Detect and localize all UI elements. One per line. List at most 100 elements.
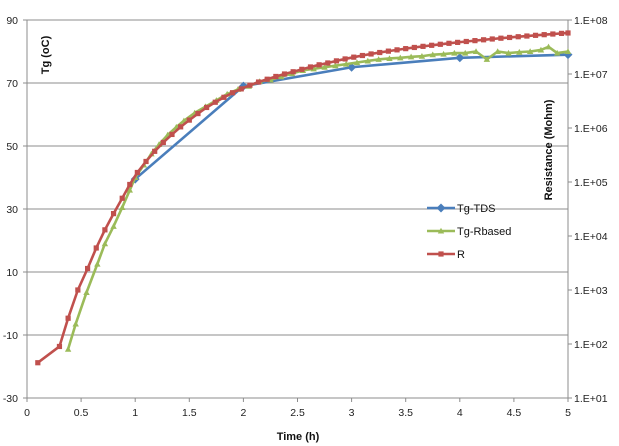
- y2-tick-label: 1.E+04: [574, 231, 608, 243]
- data-point-tg-rbased: [64, 345, 72, 352]
- data-point-tg-rbased: [119, 204, 126, 210]
- data-point-r: [429, 42, 435, 48]
- x-tick-label: 0.5: [74, 407, 89, 419]
- data-point-tg-rbased: [353, 59, 361, 66]
- data-point-tg-rbased: [364, 57, 372, 64]
- data-point-r: [472, 38, 478, 44]
- x-tick-label: 4.5: [507, 407, 522, 419]
- data-point-r: [437, 41, 443, 47]
- data-point-tg-rbased: [451, 49, 458, 56]
- data-point-r: [515, 34, 521, 40]
- x-tick-label: 3.5: [398, 407, 413, 419]
- y2-tick-label: 1.E+03: [574, 285, 608, 297]
- legend: Tg-TDS Tg-Rbased R: [427, 203, 511, 261]
- x-tick-label: 4: [457, 407, 463, 419]
- data-point-r: [35, 360, 41, 366]
- data-point-r: [221, 94, 227, 100]
- data-point-tg-rbased: [472, 48, 480, 55]
- data-point-r: [481, 37, 487, 43]
- data-point-tg-rbased: [537, 46, 545, 53]
- data-point-r: [489, 36, 495, 42]
- data-point-r: [342, 56, 348, 62]
- x-tick-label: 2.5: [290, 407, 305, 419]
- data-point-r: [143, 158, 149, 165]
- data-point-r: [359, 52, 366, 59]
- data-point-r: [264, 76, 270, 82]
- data-point-r: [204, 104, 210, 111]
- data-point-r: [498, 35, 504, 41]
- data-point-tg-rbased: [526, 48, 534, 55]
- axes: [23, 19, 572, 402]
- data-point-r: [532, 32, 539, 38]
- data-point-r: [446, 40, 452, 46]
- tick-labels: 0 0.5 1 1.5 2 2.5 3 3.5 4 4.5 5 -30 -10 10 30 50 70 90 1.E…: [3, 15, 608, 419]
- data-point-tg-rbased: [483, 56, 491, 62]
- data-point-r: [65, 315, 71, 321]
- data-point-r: [394, 47, 400, 53]
- data-point-tg-rbased: [110, 223, 117, 229]
- data-point-tg-rbased: [462, 49, 469, 56]
- data-point-r: [75, 287, 81, 293]
- y-tick-label: 90: [6, 15, 18, 27]
- data-point-r: [102, 227, 108, 233]
- data-point-tg-rbased: [310, 65, 317, 72]
- series-layer: [35, 30, 573, 366]
- data-point-r: [212, 99, 218, 105]
- x-tick-label: 5: [565, 407, 571, 419]
- data-point-tg-rbased: [553, 49, 561, 56]
- legend-label: Tg-Rbased: [457, 226, 511, 238]
- data-point-r: [368, 51, 374, 57]
- legend-item-r: R: [427, 249, 465, 261]
- data-point-r: [160, 139, 166, 146]
- data-point-r: [110, 210, 117, 217]
- data-point-tg-rbased: [94, 260, 101, 267]
- data-point-r: [550, 31, 556, 37]
- data-point-r: [255, 79, 262, 85]
- data-point-r: [119, 195, 125, 201]
- data-point-r: [186, 117, 192, 123]
- y2-axis-title: Resistance (Mohm): [543, 99, 555, 200]
- data-point-r: [541, 32, 547, 38]
- data-point-r: [351, 54, 357, 60]
- x-tick-label: 1: [132, 407, 138, 419]
- data-point-r: [325, 60, 331, 66]
- data-point-r: [273, 73, 279, 80]
- legend-marker: [436, 203, 446, 213]
- data-point-tg-rbased: [342, 60, 350, 67]
- data-point-tg-rbased: [494, 48, 501, 55]
- y2-tick-label: 1.E+02: [574, 339, 608, 351]
- legend-marker: [437, 227, 445, 234]
- data-point-r: [385, 48, 391, 54]
- data-point-tg-rbased: [407, 53, 415, 60]
- data-point-tg-rbased: [332, 62, 339, 69]
- data-point-r: [565, 30, 571, 36]
- y2-tick-label: 1.E+05: [574, 177, 608, 189]
- data-point-r: [93, 245, 99, 251]
- data-point-r: [455, 39, 461, 45]
- data-point-r: [84, 265, 91, 272]
- data-point-tg-rbased: [418, 53, 426, 59]
- data-point-tg-rbased: [321, 64, 328, 70]
- y2-tick-label: 1.E+06: [574, 123, 608, 135]
- data-point-tg-rbased: [83, 289, 90, 296]
- series-r: [35, 30, 571, 366]
- legend-item-tg-tds: Tg-TDS: [427, 203, 496, 215]
- data-point-tg-rbased: [386, 55, 393, 61]
- y-axis-title: Tg (oC): [40, 35, 52, 74]
- legend-item-tg-rbased: Tg-Rbased: [427, 226, 511, 238]
- data-point-tg-rbased: [429, 51, 436, 58]
- y-tick-label: 30: [6, 204, 18, 216]
- x-axis-title: Time (h): [277, 431, 320, 443]
- data-point-tg-rbased: [72, 320, 79, 327]
- data-point-r: [247, 82, 253, 88]
- y2-tick-label: 1.E+07: [574, 69, 608, 81]
- data-point-r: [463, 38, 469, 45]
- data-point-r: [229, 90, 236, 96]
- x-tick-label: 1.5: [182, 407, 197, 419]
- data-point-tg-rbased: [375, 56, 382, 62]
- legend-label: R: [457, 249, 465, 261]
- data-point-tg-tds: [455, 53, 465, 63]
- data-point-r: [169, 131, 175, 138]
- data-point-tg-rbased: [126, 186, 133, 193]
